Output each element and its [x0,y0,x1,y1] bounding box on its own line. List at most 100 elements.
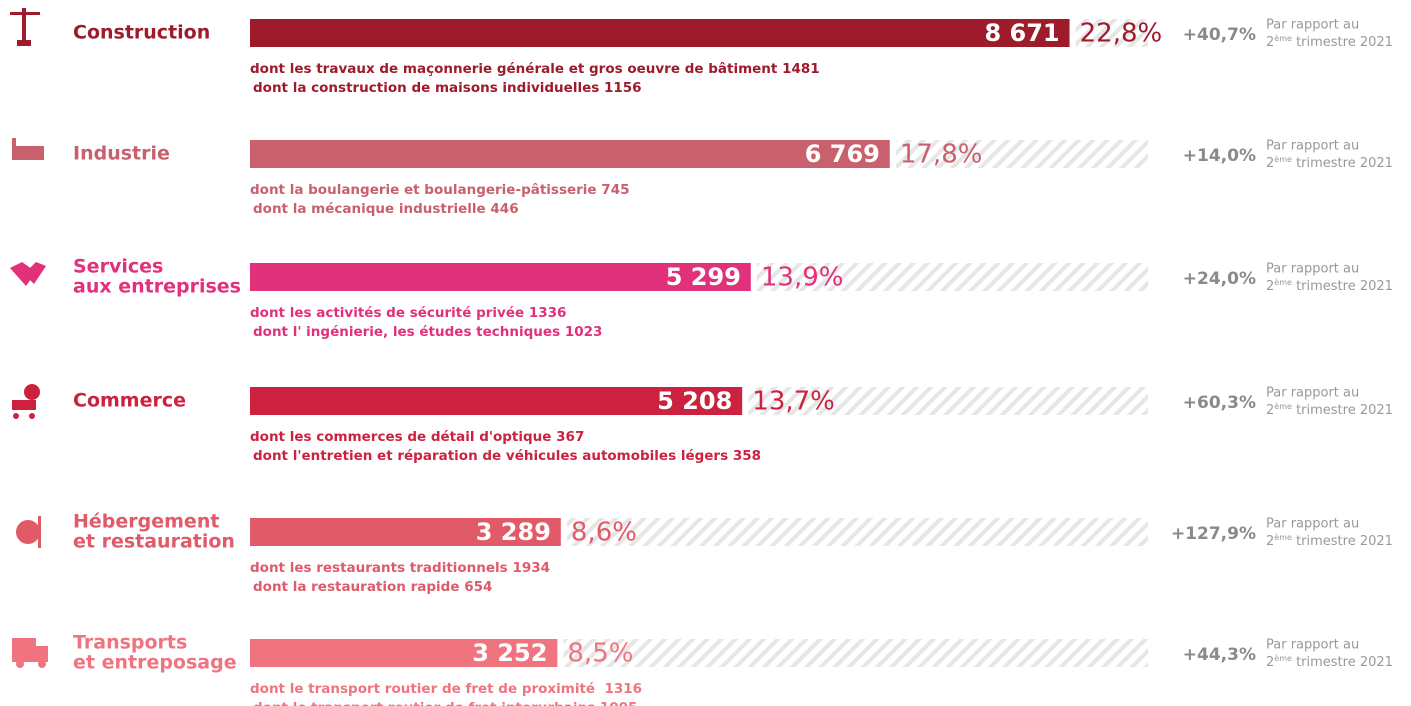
icon-truck [12,638,48,668]
detail-line: dont les activités de sécurité privée 13… [250,305,566,321]
note-line2: 2ème trimestre 2021 [1266,277,1393,294]
share-label: 22,8% [1080,19,1163,49]
note-ordinal: 2 [1266,534,1274,549]
detail-value: 1023 [565,324,603,340]
category-label: Construction [73,22,210,44]
note-suffix: ème [1274,653,1292,663]
detail-value: 1481 [782,61,820,77]
value-label: 3 289 [476,518,551,546]
note-suffix: ème [1274,401,1292,411]
note-suffix: ème [1274,277,1292,287]
detail-line: dont l' ingénierie, les études technique… [253,324,602,340]
note-line1: Par rapport au [1266,517,1359,532]
note-period: trimestre 2021 [1296,403,1393,418]
change-label: +44,3% [1183,645,1256,665]
note-period: trimestre 2021 [1296,279,1393,294]
detail-line: dont les commerces de détail d'optique 3… [250,429,584,445]
detail-text: dont l'entretien et réparation de véhicu… [253,448,728,464]
share-label: 13,9% [761,263,844,293]
note-ordinal: 2 [1266,403,1274,418]
change-label: +14,0% [1183,146,1256,166]
bar-gap [750,263,757,291]
icon-cart [12,384,40,419]
share-label: 17,8% [900,140,983,170]
detail-text: dont les restaurants traditionnels [250,560,508,576]
note-line2: 2ème trimestre 2021 [1266,154,1393,171]
share-label: 13,7% [752,387,835,417]
detail-text: dont le transport routier de fret de pro… [250,681,600,697]
bar-gap [742,387,749,415]
detail-value: 1005 [600,700,638,706]
detail-line: dont les restaurants traditionnels 1934 [250,560,550,576]
value-label: 5 208 [657,387,732,415]
bar [250,140,890,168]
category-label: et restauration [73,531,235,553]
note-line1: Par rapport au [1266,638,1359,653]
detail-line: dont la restauration rapide 654 [253,579,492,595]
note-ordinal: 2 [1266,35,1274,50]
note-period: trimestre 2021 [1296,35,1393,50]
icon-handshake [10,262,46,286]
note-period: trimestre 2021 [1296,655,1393,670]
note-ordinal: 2 [1266,655,1274,670]
change-label: +40,7% [1183,25,1256,45]
note-line2: 2ème trimestre 2021 [1266,401,1393,418]
bar-gap [557,639,564,667]
detail-line: dont l'entretien et réparation de véhicu… [253,448,761,464]
note-period: trimestre 2021 [1296,156,1393,171]
category-label: Transports [73,632,187,654]
category-label: aux entreprises [73,276,241,298]
detail-value: 446 [490,201,518,217]
detail-value: 1156 [604,80,642,96]
detail-text: dont la restauration rapide [253,579,459,595]
category-label: Commerce [73,390,186,412]
value-label: 8 671 [984,19,1059,47]
share-label: 8,5% [567,639,633,669]
bar [250,387,743,415]
icon-plate [16,516,41,548]
bar-gap [1069,19,1076,47]
note-ordinal: 2 [1266,156,1274,171]
note-line2: 2ème trimestre 2021 [1266,653,1393,670]
detail-text: dont le transport routier de fret interu… [253,700,595,706]
note-suffix: ème [1274,33,1292,43]
detail-line: dont la boulangerie et boulangerie-pâtis… [250,182,629,198]
detail-line: dont le transport routier de fret interu… [253,700,637,706]
value-label: 3 252 [472,639,547,667]
category-label: Hébergement [73,511,219,533]
note-line2: 2ème trimestre 2021 [1266,532,1393,549]
icons [10,8,48,668]
detail-text: dont la construction de maisons individu… [253,80,599,96]
bar-gap [560,518,567,546]
share-label: 8,6% [571,518,637,548]
change-label: +60,3% [1183,393,1256,413]
note-line2: 2ème trimestre 2021 [1266,33,1393,50]
note-period: trimestre 2021 [1296,534,1393,549]
detail-value: 358 [733,448,761,464]
icon-factory [12,138,44,160]
note-ordinal: 2 [1266,279,1274,294]
detail-text: dont les commerces de détail d'optique [250,429,551,445]
value-label: 6 769 [805,140,880,168]
detail-text: dont la mécanique industrielle [253,201,486,217]
detail-line: dont le transport routier de fret de pro… [250,681,642,697]
detail-line: dont les travaux de maçonnerie générale … [250,61,820,77]
note-line1: Par rapport au [1266,139,1359,154]
detail-value: 745 [601,182,629,198]
detail-value: 367 [556,429,584,445]
bar [250,639,558,667]
note-line1: Par rapport au [1266,262,1359,277]
value-label: 5 299 [666,263,741,291]
note-suffix: ème [1274,532,1292,542]
change-label: +127,9% [1171,524,1256,544]
detail-line: dont la mécanique industrielle 446 [253,201,519,217]
note-line1: Par rapport au [1266,18,1359,33]
detail-value: 1316 [604,681,642,697]
bar-gap [889,140,896,168]
bar [250,518,561,546]
icon-crane [10,8,40,46]
detail-value: 1934 [512,560,550,576]
detail-text: dont l' ingénierie, les études technique… [253,324,560,340]
note-suffix: ème [1274,154,1292,164]
category-label: et entreposage [73,652,237,674]
